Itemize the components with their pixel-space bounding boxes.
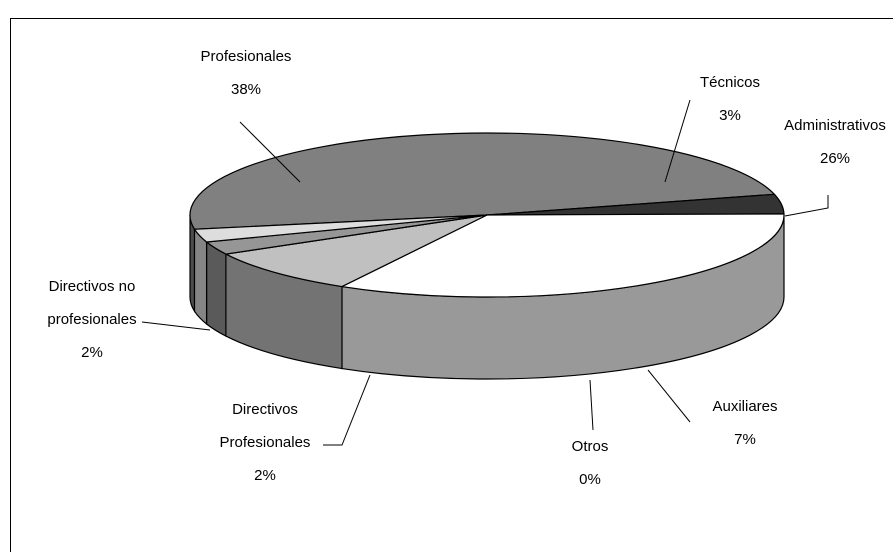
leader-line: [141, 321, 211, 331]
value-label: 2%: [254, 467, 276, 484]
category-label: Directivos no profesionales: [47, 278, 137, 328]
value-label: 3%: [719, 107, 741, 124]
category-label: Técnicos: [699, 74, 761, 91]
slice: [339, 213, 785, 298]
category-label: Profesionales: [200, 48, 292, 65]
category-label: Administrativos: [784, 117, 886, 134]
value-label: 0%: [579, 471, 601, 488]
value-label: 38%: [230, 81, 262, 98]
category-label: Directivos Profesionales: [219, 401, 311, 451]
leader-line: [323, 374, 371, 446]
category-label: Otros: [571, 438, 609, 455]
leader-line: [664, 99, 691, 183]
slice: [189, 132, 776, 230]
slice-label: Auxiliares 7%: [660, 390, 830, 456]
slice-label: Directivos no profesionales 2%: [12, 270, 172, 369]
slice-side: [189, 214, 196, 314]
slice: [223, 214, 488, 288]
slice-label: Técnicos 3%: [650, 66, 810, 132]
leader-line: [784, 195, 829, 217]
value-label: 7%: [734, 431, 756, 448]
slice-label: Otros 0%: [520, 430, 660, 496]
slice-side: [205, 240, 227, 338]
slice-label: Directivos Profesionales 2%: [190, 393, 340, 492]
value-label: 26%: [819, 150, 851, 167]
slice: [193, 214, 488, 243]
leader-line: [589, 379, 594, 431]
category-label: Auxiliares: [712, 398, 778, 415]
leader-line: [239, 121, 301, 183]
slice-label: Profesionales 38%: [161, 40, 331, 106]
value-label: 2%: [81, 344, 103, 361]
leader-line: [647, 369, 691, 423]
slice-side: [193, 227, 208, 326]
slice-label: Administrativos 26%: [760, 109, 893, 175]
